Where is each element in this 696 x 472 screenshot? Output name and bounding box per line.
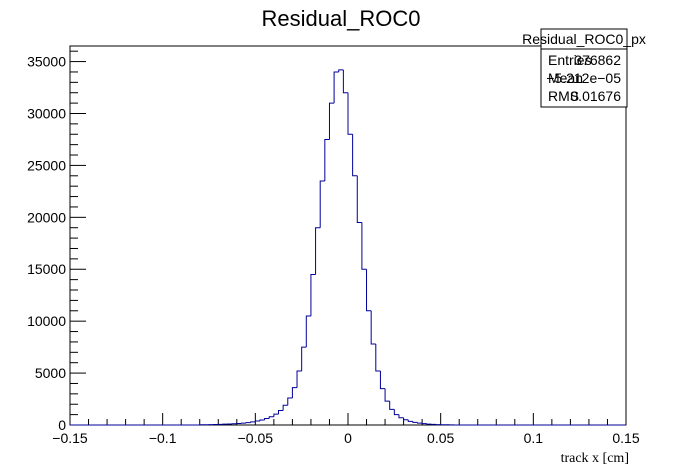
stats-mean-value: −5.212e−05 xyxy=(546,70,621,86)
chart-title: Residual_ROC0 xyxy=(262,6,421,31)
histogram-bin xyxy=(366,269,372,312)
y-tick-label: 15000 xyxy=(27,261,66,277)
histogram-bin xyxy=(301,346,307,372)
stats-rms-value: 0.01676 xyxy=(570,88,621,104)
stats-box: Residual_ROC0_px Entries 376862 Mean −5.… xyxy=(522,28,646,108)
histogram-bin xyxy=(291,387,298,398)
stats-entries-value: 376862 xyxy=(574,52,621,68)
histogram-series xyxy=(70,69,626,426)
y-tick-label: 30000 xyxy=(27,105,66,121)
x-tick-label: 0 xyxy=(344,430,352,446)
histogram-bin xyxy=(245,422,251,424)
histogram-bin xyxy=(375,344,381,372)
histogram-bin xyxy=(342,69,348,94)
histogram-bin xyxy=(417,422,423,424)
x-tick-label: 0.1 xyxy=(524,430,544,446)
histogram-bin xyxy=(324,138,330,181)
histogram-bin xyxy=(305,315,311,348)
histogram-bin xyxy=(379,371,386,390)
x-tick-label: −0.1 xyxy=(149,430,177,446)
y-tick-label: 10000 xyxy=(27,313,66,329)
y-tick-label: 35000 xyxy=(27,54,66,70)
y-tick-label: 25000 xyxy=(27,157,66,173)
histogram-bin xyxy=(319,180,325,228)
histogram-bin xyxy=(268,416,274,419)
x-tick-label: 0.15 xyxy=(612,430,639,446)
y-tick-label: 20000 xyxy=(27,209,66,225)
histogram-bin xyxy=(356,175,362,224)
x-axis-label: track x [cm] xyxy=(561,451,629,466)
histogram-bin xyxy=(393,409,399,416)
histogram-bin xyxy=(389,401,395,410)
histogram-bin xyxy=(398,414,404,419)
histogram-bin xyxy=(421,423,427,425)
x-tick-label: −0.15 xyxy=(52,430,88,446)
histogram-bin xyxy=(310,273,316,316)
histogram-bin xyxy=(273,413,279,417)
histogram-bin xyxy=(370,310,376,345)
histogram-bin xyxy=(250,421,256,423)
histogram-bin xyxy=(259,419,265,422)
histogram-bin xyxy=(412,421,418,423)
x-tick-label: 0.05 xyxy=(427,430,454,446)
y-tick-label: 0 xyxy=(58,417,66,433)
histogram-bin xyxy=(278,409,284,415)
histogram-bin xyxy=(384,388,390,402)
histogram-bin xyxy=(403,417,409,421)
histogram-bin xyxy=(361,222,367,270)
stats-entries-label: Entries xyxy=(548,52,592,68)
histogram-bin xyxy=(347,92,353,135)
stats-mean-label: Mean xyxy=(548,70,583,86)
histogram-bin xyxy=(315,227,321,275)
histogram-bin xyxy=(407,419,413,422)
histogram-bin xyxy=(254,420,260,422)
histogram-bin xyxy=(328,102,335,140)
histogram-bin xyxy=(264,418,270,421)
histogram-bin xyxy=(338,69,344,72)
histogram-bin xyxy=(296,370,302,388)
stats-rms-label: RMS xyxy=(548,88,579,104)
histogram-bin xyxy=(352,134,358,177)
histogram-bin xyxy=(287,397,293,406)
y-tick-label: 5000 xyxy=(35,365,66,381)
histogram-bin xyxy=(282,404,288,411)
histogram-bin xyxy=(333,71,339,104)
y-axis: 0 5000 10000 15000 20000 25000 30000 35000 xyxy=(27,50,86,433)
stats-box-name: Residual_ROC0_px xyxy=(522,31,646,47)
x-tick-label: −0.05 xyxy=(238,430,274,446)
